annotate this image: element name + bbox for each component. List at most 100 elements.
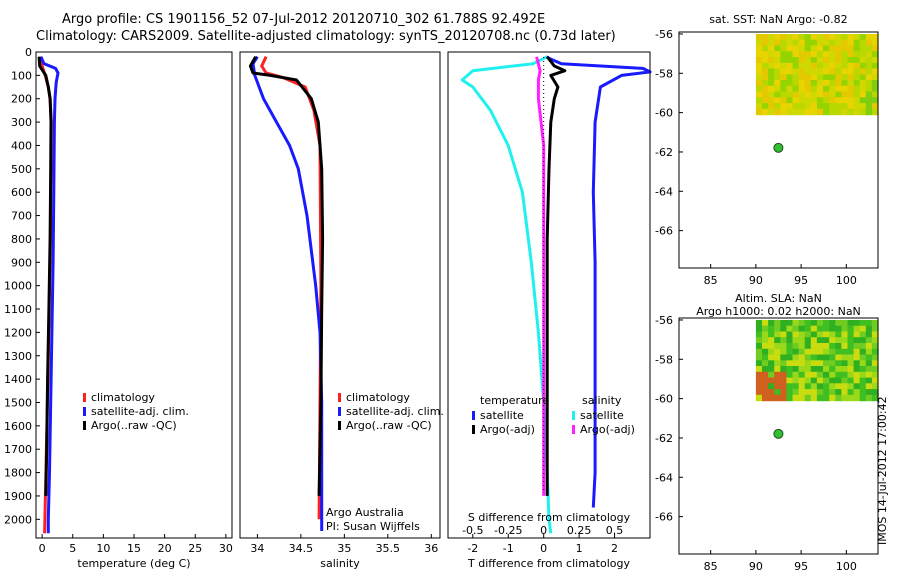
sst_map-heat-cell	[847, 34, 855, 41]
salinity-xtick-label: 35.5	[376, 542, 401, 555]
sla-map-panel: 85 90 95 100 -56 -58 -60 -62 -64 -66 Altim. SLA: N…	[655, 292, 879, 573]
sla_map-heat-cell	[847, 394, 855, 402]
sla_map-heat-cell	[835, 331, 842, 338]
sla_map-heat-cell	[774, 354, 781, 361]
sla_map-heat-cell	[804, 383, 812, 390]
sla_map-heat-cell	[762, 360, 769, 367]
salinity-xtick-label: 35	[337, 542, 351, 555]
sla_map-heat-cell	[835, 366, 842, 373]
sst_map-heat-cell	[804, 80, 812, 87]
sst_map-heat-cell	[780, 91, 787, 98]
sla_map-heat-cell	[823, 348, 830, 356]
sla_map-heat-cell	[823, 377, 830, 384]
sst_map-heat-cell	[859, 74, 867, 81]
sst_map-heat-cell	[816, 39, 824, 47]
sst_map-heat-cell	[810, 85, 818, 93]
sst_map-heat-cell	[755, 80, 763, 87]
temperature-ytick-label: 1700	[4, 443, 32, 456]
temperature-ytick-label: 1900	[4, 490, 32, 503]
sla_map-heat-cell	[810, 343, 818, 350]
salinity-legend-1-label: satellite-adj. clim.	[346, 405, 444, 418]
sst_map-heat-cell	[780, 34, 787, 41]
sla_map-heat-cell	[786, 371, 794, 379]
sst_map-heat-cell	[792, 39, 800, 47]
sst_map-heat-cell	[774, 97, 781, 104]
sla_map-heat-cell	[841, 394, 849, 402]
sla_map-heat-cell	[816, 389, 824, 396]
sla_map-heat-cell	[792, 325, 800, 333]
temperature-xtick-label: 15	[127, 542, 141, 555]
sst_map-heat-cell	[798, 34, 806, 41]
sst_map-heat-cell	[804, 45, 812, 52]
temperature-ytick-label: 1400	[4, 373, 32, 386]
sst_map-heat-cell	[780, 108, 787, 116]
sst_map-xtick-label: 95	[794, 274, 808, 287]
sst_map-heat-cell	[792, 68, 800, 75]
sla_map-heat-cell	[786, 366, 794, 373]
figure-title-line2: Climatology: CARS2009. Satellite-adjuste…	[36, 29, 616, 44]
sst_map-ytick-label: -56	[655, 28, 673, 41]
difference-legend-salinity-1-label: Argo(-adj)	[580, 423, 635, 436]
sst_map-heat-cell	[762, 57, 769, 64]
sla_map-heat-cell	[829, 348, 836, 356]
salinity-plot-frame	[239, 51, 441, 539]
sla_map-heat-cell	[768, 371, 775, 379]
temperature-ytick-label: 500	[11, 163, 32, 176]
sst_map-xtick-label: 85	[704, 274, 718, 287]
sla_map-heat-cell	[816, 366, 824, 373]
sst_map-heat-cell	[810, 74, 818, 81]
sst_map-heat-cell	[774, 74, 781, 81]
sst_map-heat-cell	[792, 108, 800, 116]
difference-xtick-label: -1	[503, 542, 514, 555]
sla_map-heat-cell	[762, 331, 769, 338]
sst_map-heat-cell	[871, 62, 879, 70]
sst_map-heat-cell	[755, 62, 763, 70]
sst_map-heat-cell	[798, 108, 806, 116]
salinity-xtick-label: 34.5	[289, 542, 314, 555]
sst_map-heat-cell	[816, 34, 824, 41]
sla_map-heat-cell	[859, 366, 867, 373]
sla_map-heat-cell	[792, 320, 800, 327]
sla_map-heat-cell	[786, 394, 794, 402]
sla_map-heat-cell	[768, 320, 775, 327]
sst_map-heat-cell	[780, 51, 787, 58]
sla_map-heat-cell	[835, 354, 842, 361]
sla_map-xtick-label: 90	[749, 560, 763, 573]
sla_map-heat-cell	[780, 377, 787, 384]
sst_map-heat-cell	[774, 91, 781, 98]
difference-legend-temperature-1-swatch	[472, 425, 475, 434]
sla_map-heat-cell	[865, 377, 873, 384]
sla_map-heat-cell	[768, 337, 775, 344]
sst_map-heat-cell	[829, 68, 836, 75]
temperature-legend-0-swatch	[83, 393, 86, 402]
sst_map-ytick-label: -58	[655, 67, 673, 80]
sst_map-heat-cell	[835, 51, 842, 58]
sst_map-heat-cell	[835, 108, 842, 116]
sla_map-heat-cell	[755, 389, 763, 396]
sla_map-heat-cell	[871, 325, 879, 333]
sla_map-heat-cell	[810, 348, 818, 356]
difference-legend-temperature-0-swatch	[472, 411, 475, 420]
sst_map-heat-cell	[823, 45, 830, 52]
sla_map-heat-cell	[780, 360, 787, 367]
sst_map-heat-cell	[816, 45, 824, 52]
sst_map-heat-cell	[859, 103, 867, 110]
sla_map-heat-cell	[762, 389, 769, 396]
sst_map-heat-cell	[798, 45, 806, 52]
sla_map-heat-cell	[841, 360, 849, 367]
sst_map-heat-cell	[762, 80, 769, 87]
sst_map-heat-cell	[804, 108, 812, 116]
sla_map-heat-cell	[762, 325, 769, 333]
sla_map-heat-cell	[865, 354, 873, 361]
sla_map-heat-cell	[823, 331, 830, 338]
sst_map-heat-cell	[786, 97, 794, 104]
sst_map-heat-cell	[835, 39, 842, 47]
sst_map-heat-cell	[810, 108, 818, 116]
sla_map-heat-cell	[835, 371, 842, 379]
sst_map-heat-cell	[871, 57, 879, 64]
difference-xtick-label: 1	[576, 542, 583, 555]
temperature-ytick-label: 1800	[4, 467, 32, 480]
sst_map-heat-grid	[755, 34, 879, 116]
sst_map-heat-cell	[853, 45, 861, 52]
